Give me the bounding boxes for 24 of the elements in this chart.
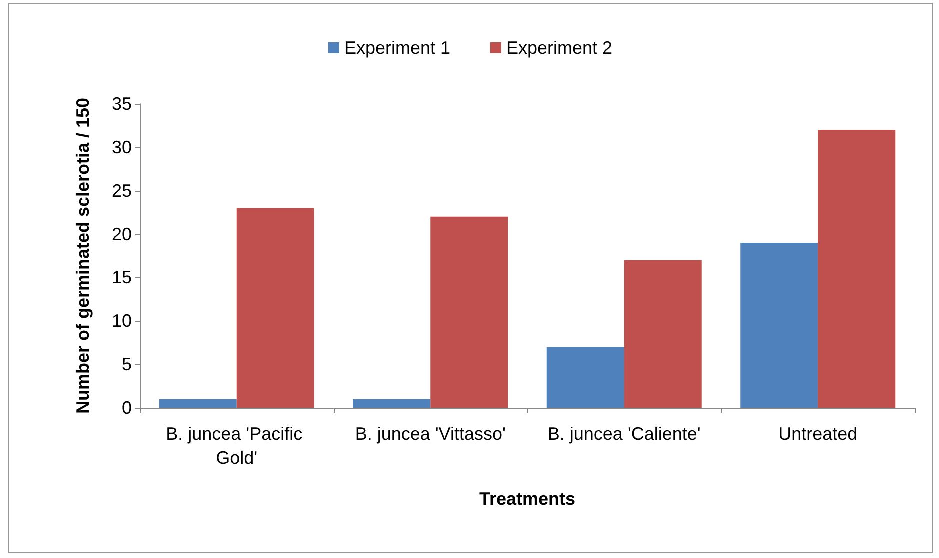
bar <box>818 130 896 408</box>
bar <box>430 216 508 408</box>
y-tick-label: 15 <box>112 268 132 288</box>
y-tick-label: 20 <box>112 224 132 244</box>
y-axis-title: Number of germinated sclerotia / 150 <box>73 98 93 414</box>
bar <box>624 260 702 408</box>
x-tick-label: B. juncea 'Caliente' <box>548 424 701 444</box>
y-tick-label: 35 <box>112 94 132 114</box>
legend-label: Experiment 1 <box>344 38 451 58</box>
x-tick-label: B. juncea 'Pacific Gold' <box>166 424 308 468</box>
y-tick-label: 25 <box>112 180 132 201</box>
bar <box>740 242 818 408</box>
bar <box>159 399 237 408</box>
x-tick-label: Untreated <box>778 424 858 444</box>
x-axis-title: Treatments <box>479 489 576 509</box>
y-tick-label: 5 <box>122 354 132 375</box>
y-tick-label: 10 <box>112 311 132 332</box>
y-tick-label: 0 <box>122 398 132 418</box>
y-tick-label: 30 <box>112 137 132 158</box>
x-tick-label: B. juncea 'Vittasso' <box>355 424 506 444</box>
bar <box>236 208 314 408</box>
bar <box>353 399 431 408</box>
legend-label: Experiment 2 <box>506 38 613 58</box>
bar <box>546 347 624 408</box>
